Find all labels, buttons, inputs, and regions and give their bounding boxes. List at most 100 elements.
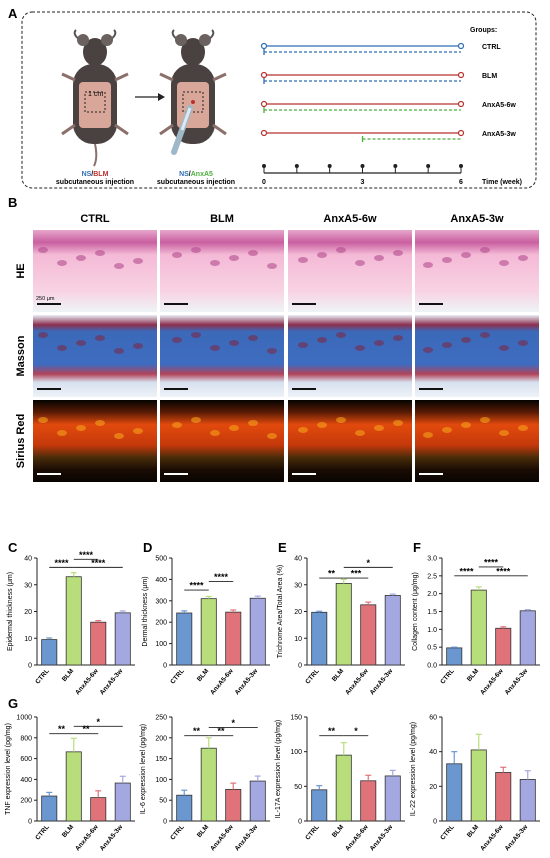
histology-texture <box>172 337 182 343</box>
bar <box>225 788 242 822</box>
histology-texture <box>267 348 277 354</box>
bar <box>335 583 352 666</box>
y-tick-label: 0 <box>298 663 302 670</box>
arrow-right-icon <box>135 93 165 101</box>
region-size-label: 1 cm <box>88 91 103 98</box>
y-axis-label: IL-22 expression level (pg/mg) <box>410 722 417 816</box>
histology-texture <box>114 433 124 439</box>
histology-texture <box>393 335 403 341</box>
bar <box>90 797 107 822</box>
x-tick-label: BLM <box>61 668 75 683</box>
bar <box>446 647 463 666</box>
histology-texture <box>499 260 509 266</box>
panel-label-d: D <box>143 540 152 555</box>
group-name: CTRL <box>482 44 501 51</box>
histology-texture <box>442 257 452 263</box>
bar <box>470 749 487 822</box>
y-tick-label: 250 <box>155 715 167 722</box>
y-tick-label: 1.5 <box>427 609 437 616</box>
bar <box>335 754 352 822</box>
y-tick-label: 150 <box>155 756 167 763</box>
mouse2-caption: NS/AnxA5 <box>179 171 213 178</box>
histology-texture <box>336 332 346 338</box>
y-tick-label: 50 <box>159 798 167 805</box>
x-tick-label: AnxA5-3w <box>504 667 530 696</box>
histology-texture <box>499 345 509 351</box>
y-tick-label: 150 <box>290 715 302 722</box>
x-tick-label: CTRL <box>34 668 51 686</box>
panel-label-c: C <box>8 540 18 555</box>
significance-label: **** <box>214 572 229 582</box>
histology-texture <box>172 422 182 428</box>
x-tick-label: AnxA5-3w <box>504 823 530 852</box>
histology-texture <box>393 250 403 256</box>
significance-label: ** <box>217 726 225 736</box>
group-name: BLM <box>482 73 497 80</box>
y-tick-label: 60 <box>429 715 437 722</box>
histology-texture <box>518 255 528 261</box>
histology-texture <box>267 263 277 269</box>
significance-label: * <box>366 558 370 568</box>
histology-texture <box>480 247 490 253</box>
groups-title: Groups: <box>470 27 497 34</box>
histology-texture <box>191 247 201 253</box>
x-tick-label: AnxA5-6w <box>344 823 370 852</box>
histology-image <box>288 230 412 312</box>
mouse-illustration <box>61 29 129 167</box>
bar-charts: 0 10 20 30 40 Epidermal thickness (μm) CTRL BLM… <box>5 550 540 852</box>
x-tick-label: AnxA5-3w <box>99 667 125 696</box>
histology-texture <box>336 247 346 253</box>
histology-texture <box>95 420 105 426</box>
panel-label-g: G <box>8 696 18 711</box>
histology-texture <box>461 252 471 258</box>
histology-image <box>288 315 412 397</box>
row-header: Sirius Red <box>15 414 27 468</box>
mouse2-caption-rest: subcutaneous injection <box>157 179 235 186</box>
bar <box>176 612 193 666</box>
histology-image <box>33 315 157 397</box>
x-tick-label: AnxA5-3w <box>234 823 260 852</box>
y-tick-label: 100 <box>155 777 167 784</box>
histology-texture <box>57 430 67 436</box>
group-name: AnxA5-3w <box>482 131 516 138</box>
x-tick-label: BLM <box>196 824 210 839</box>
x-tick-label: BLM <box>61 824 75 839</box>
histology-texture <box>317 252 327 258</box>
histology-texture <box>461 422 471 428</box>
y-tick-label: 0 <box>28 663 32 670</box>
bar <box>225 611 242 666</box>
histology-texture <box>442 342 452 348</box>
significance-label: * <box>354 726 358 736</box>
histology-texture <box>374 255 384 261</box>
x-tick-label: CTRL <box>169 824 186 842</box>
histology-texture <box>499 430 509 436</box>
histology-texture <box>229 340 239 346</box>
histology-texture <box>248 250 258 256</box>
x-tick-label: AnxA5-6w <box>209 667 235 696</box>
histology-texture <box>210 345 220 351</box>
bar <box>360 780 377 822</box>
y-tick-label: 200 <box>155 735 167 742</box>
bar <box>446 763 463 822</box>
histology-texture <box>172 252 182 258</box>
y-axis-label: TNF expression level (pg/mg) <box>5 723 12 815</box>
y-axis-label: IL-17A expression level (pg/mg) <box>275 720 282 818</box>
histology-texture <box>374 425 384 431</box>
x-tick-label: AnxA5-6w <box>479 667 505 696</box>
group-timelines: CTRL BLM AnxA5-6w AnxA5-3w 0 3 6 Time (week) <box>260 42 522 186</box>
significance-label: **** <box>484 557 499 567</box>
histology-image <box>33 230 157 312</box>
group-end-marker <box>457 129 465 137</box>
y-axis-label: Dermal thickness (μm) <box>142 576 149 646</box>
bar <box>41 795 58 822</box>
y-axis-label: Collagen content (μg/mg) <box>412 572 419 651</box>
y-tick-label: 50 <box>294 784 302 791</box>
bar <box>519 779 536 822</box>
x-tick-label: AnxA5-6w <box>74 823 100 852</box>
y-tick-label: 10 <box>24 636 32 643</box>
x-tick-label: CTRL <box>34 824 51 842</box>
y-tick-label: 40 <box>24 556 32 563</box>
histology-texture <box>210 260 220 266</box>
histology-texture <box>229 425 239 431</box>
